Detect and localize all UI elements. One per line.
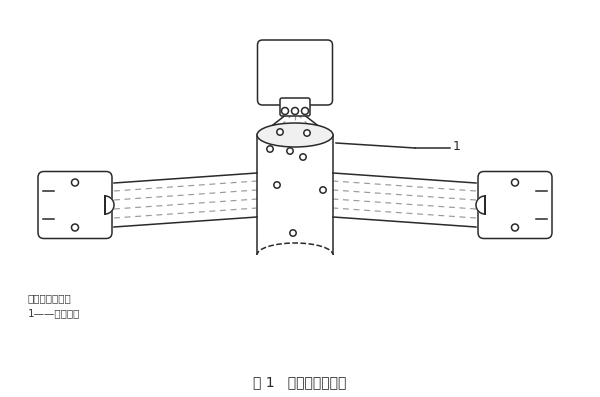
Circle shape [71,224,79,231]
Text: 图 1   扫描操作示意图: 图 1 扫描操作示意图 [253,375,347,389]
Text: 标引序号说明：: 标引序号说明： [28,293,72,303]
FancyBboxPatch shape [257,135,333,255]
Circle shape [281,108,289,114]
Circle shape [287,148,293,154]
Circle shape [511,179,518,186]
FancyBboxPatch shape [38,172,112,239]
Ellipse shape [257,243,333,267]
Polygon shape [476,196,485,214]
FancyBboxPatch shape [255,255,335,269]
Text: 1——标志点。: 1——标志点。 [28,308,80,318]
Ellipse shape [257,123,333,147]
Circle shape [267,146,273,152]
Circle shape [304,130,310,136]
FancyBboxPatch shape [257,40,332,105]
Circle shape [274,182,280,188]
Polygon shape [105,196,114,214]
Circle shape [292,108,299,114]
Circle shape [71,179,79,186]
Circle shape [320,187,326,193]
FancyBboxPatch shape [280,98,310,116]
Circle shape [277,129,283,135]
Circle shape [300,154,306,160]
Circle shape [290,230,296,236]
FancyBboxPatch shape [478,172,552,239]
Circle shape [511,224,518,231]
Circle shape [302,108,308,114]
Text: 1: 1 [453,141,461,154]
